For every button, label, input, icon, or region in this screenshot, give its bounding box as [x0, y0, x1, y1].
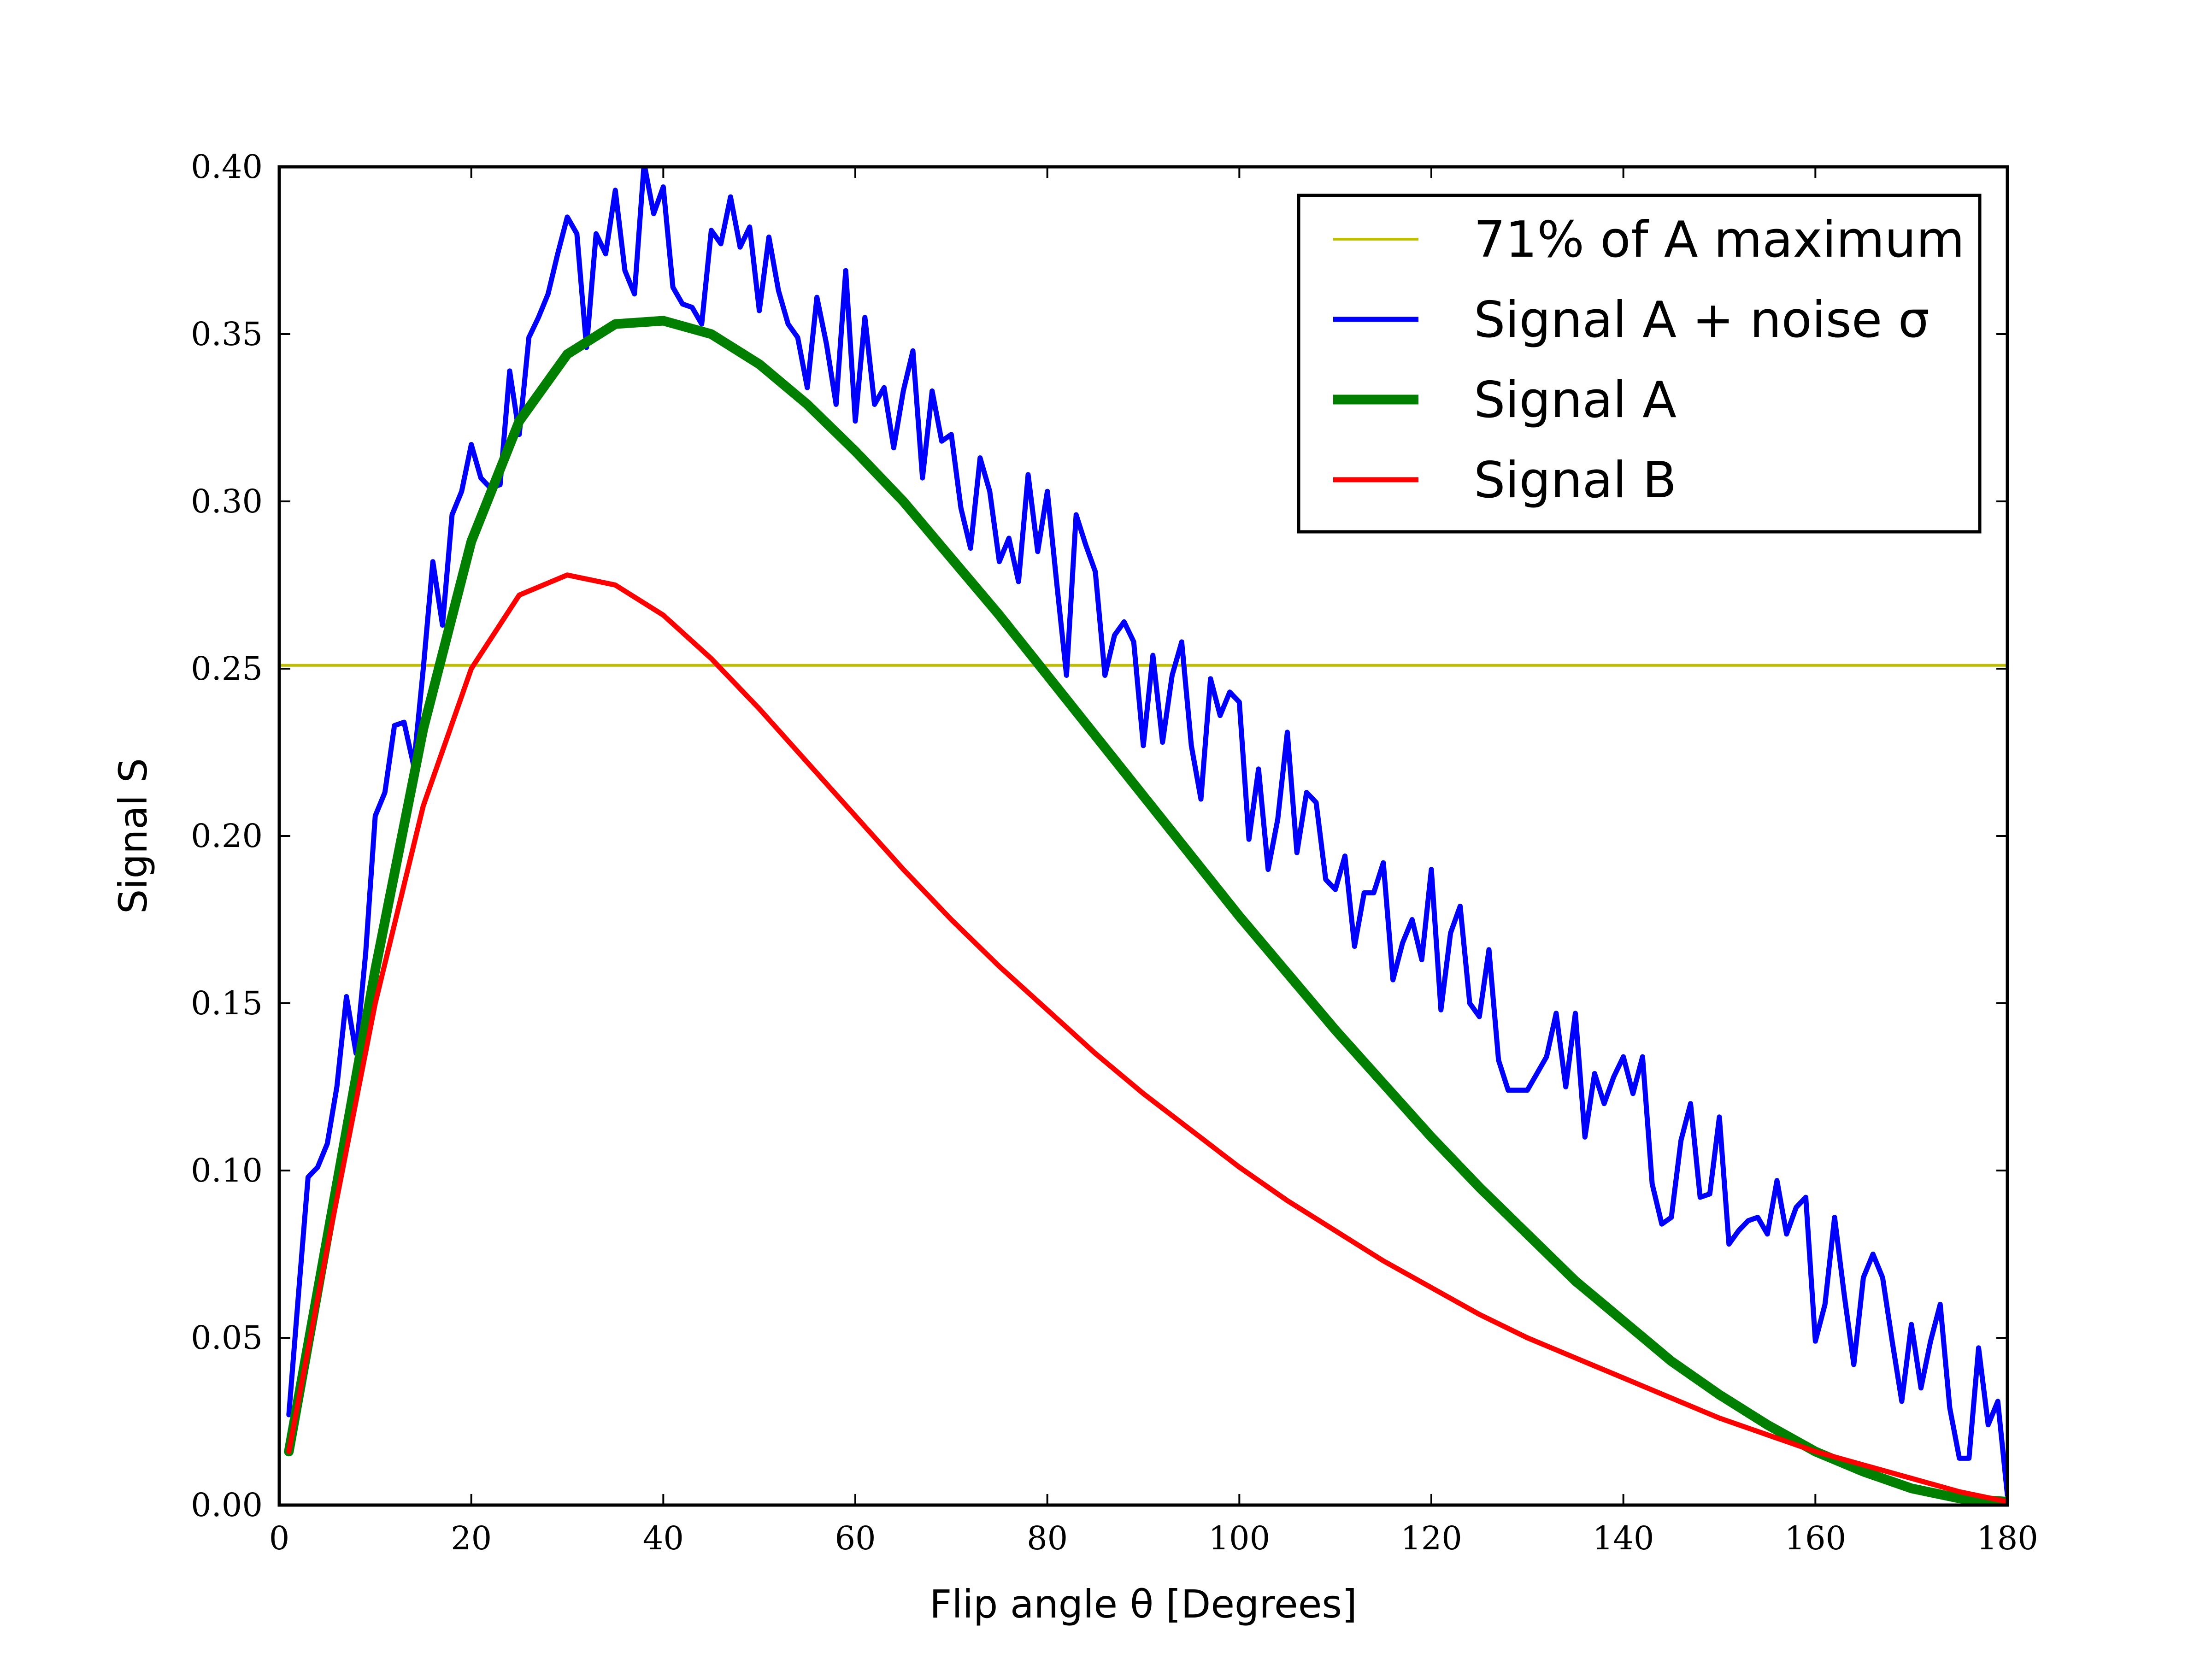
legend-label-hline: 71% of A maximum: [1474, 211, 1965, 269]
legend-box: [1297, 194, 1982, 534]
series-line-signal-a: [284, 316, 2007, 1505]
y-tick-label: 0.15: [191, 984, 263, 1022]
tick-labels: 0 20 40 60 80 100 120 140 160 180 0.00 0.05 0.10 0.15…: [191, 148, 2038, 1557]
x-axis-title: Flip angle θ [Degrees]: [930, 1582, 1357, 1627]
y-tick-label: 0.20: [191, 817, 263, 855]
axes-frame: [277, 165, 2009, 1507]
y-tick-label: 0.30: [191, 482, 263, 520]
legend-label-signal-a: Signal A: [1474, 371, 1677, 429]
legend-label-signal-b: Signal B: [1474, 452, 1677, 509]
x-tick-label: 60: [835, 1519, 876, 1557]
x-tick-label: 20: [451, 1519, 492, 1557]
x-tick-label: 160: [1785, 1519, 1847, 1557]
series-line-signal-b: [286, 572, 2007, 1505]
y-tick-label: 0.40: [191, 148, 263, 186]
plot-area: [279, 167, 2007, 1505]
x-tick-label: 120: [1400, 1519, 1462, 1557]
x-tick-label: 40: [643, 1519, 684, 1557]
x-tick-label: 80: [1027, 1519, 1068, 1557]
y-tick-label: 0.25: [191, 650, 263, 688]
series-line-signal-a-noise: [286, 167, 2007, 1498]
y-tick-label: 0.00: [191, 1486, 263, 1524]
y-tick-label: 0.35: [191, 315, 263, 353]
y-tick-label: 0.10: [191, 1152, 263, 1189]
legend-label-signal-a-noise: Signal A + noise σ: [1474, 291, 1930, 349]
y-tick-label: 0.05: [191, 1319, 263, 1357]
x-tick-label: 0: [269, 1519, 290, 1557]
x-tick-label: 140: [1593, 1519, 1654, 1557]
x-tick-label: 180: [1977, 1519, 2038, 1557]
legend: 71% of A maximum Signal A + noise σ Sign…: [1297, 194, 1982, 534]
x-tick-label: 100: [1209, 1519, 1271, 1557]
y-axis-title: Signal S: [111, 758, 156, 914]
